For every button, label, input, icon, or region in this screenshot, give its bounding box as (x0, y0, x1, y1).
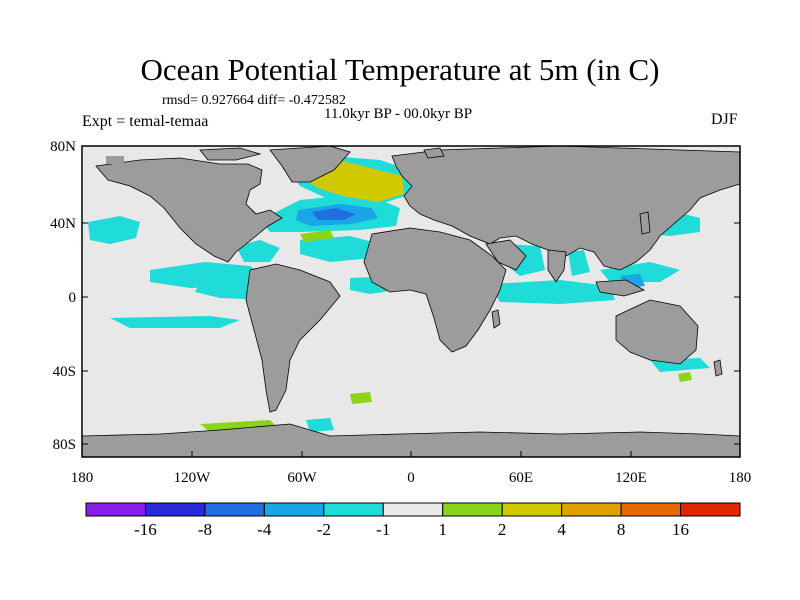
south-pacific-anomaly (110, 316, 240, 328)
new-zealand (713, 359, 723, 377)
colorbar: -16 -8 -4 -2 -1 1 2 4 8 16 (85, 502, 741, 539)
greenland (269, 145, 351, 183)
arabia (485, 239, 527, 271)
southern-ocean-cyan (306, 418, 334, 432)
stats-text: rmsd= 0.927664 diff= -0.472582 (162, 93, 346, 108)
map-title: Ocean Potential Temperature at 5m (in C) (140, 52, 660, 87)
lon-label-60e: 60E (509, 470, 533, 486)
australia (615, 299, 699, 365)
indonesia (595, 279, 646, 297)
caribbean-anomaly (236, 240, 280, 262)
tasman-green (678, 372, 692, 382)
africa (363, 227, 507, 353)
colorbar-swatch (263, 502, 325, 517)
colorbar-tick-label: 4 (557, 520, 566, 539)
sea-ice-patch (650, 152, 670, 160)
colorbar-tick-label: -2 (317, 520, 331, 539)
indian-ocean-anomaly (490, 280, 615, 304)
colorbar-tick-label: -16 (134, 520, 157, 539)
colorbar-tick-label: 2 (498, 520, 507, 539)
colorbar-swatch (85, 502, 146, 517)
season-label: DJF (711, 111, 738, 128)
bay-of-bengal-anomaly (568, 250, 590, 276)
lon-label-180w: 180 (71, 470, 94, 486)
lat-label-40s: 40S (53, 364, 76, 380)
lat-label-0: 0 (69, 290, 77, 306)
period-label: 11.0kyr BP - 00.0kyr BP (324, 106, 473, 122)
atlantic-tropical-anomaly (300, 236, 380, 262)
south-atlantic-green (350, 392, 372, 404)
svalbard (423, 147, 445, 159)
colorbar-swatch (144, 502, 206, 517)
colorbar-swatch (442, 502, 503, 517)
colorbar-swatch (501, 502, 563, 517)
west-pacific-anomaly (88, 216, 140, 244)
colorbar-tick-label: -4 (257, 520, 272, 539)
colorbar-tick-label: 8 (617, 520, 626, 539)
lat-label-40n: 40N (50, 216, 76, 232)
gulf-stream-deep-anomaly (312, 208, 356, 220)
colorbar-tick-label: -8 (198, 520, 212, 539)
south-america (245, 263, 341, 413)
azores-green-anomaly (300, 230, 334, 242)
lon-label-0: 0 (407, 470, 415, 486)
eurasia (391, 145, 741, 271)
pacific-tropical-anomaly (150, 262, 265, 288)
tick-marks (81, 145, 741, 457)
colorbar-tick-label: -1 (376, 520, 390, 539)
lon-label-120w: 120W (174, 470, 212, 486)
north-america (95, 157, 283, 263)
lat-label-80s: 80S (53, 437, 76, 453)
india (547, 249, 567, 283)
madagascar (491, 309, 501, 329)
sea-ice-patch (690, 154, 720, 162)
colorbar-swatch (204, 502, 265, 517)
lon-label-120e: 120E (615, 470, 647, 486)
colorbar-tick-label: 1 (438, 520, 447, 539)
arctic-islands (199, 147, 262, 161)
lat-label-80n: 80N (50, 139, 76, 155)
colorbar-tick-label: 16 (672, 520, 689, 539)
colorbar-swatch (323, 502, 384, 517)
landmass-layer (81, 145, 741, 458)
colorbar-swatch (620, 502, 682, 517)
lon-label-60w: 60W (287, 470, 317, 486)
experiment-label: Expt = temal-temaa (82, 113, 209, 130)
colorbar-swatch (382, 502, 444, 517)
colorbar-swatch (680, 502, 741, 517)
colorbar-swatch (561, 502, 622, 517)
lon-label-180e: 180 (729, 470, 752, 486)
sea-ice-patch (106, 156, 124, 164)
japan (639, 211, 651, 235)
sea-ice-layer (106, 152, 720, 164)
